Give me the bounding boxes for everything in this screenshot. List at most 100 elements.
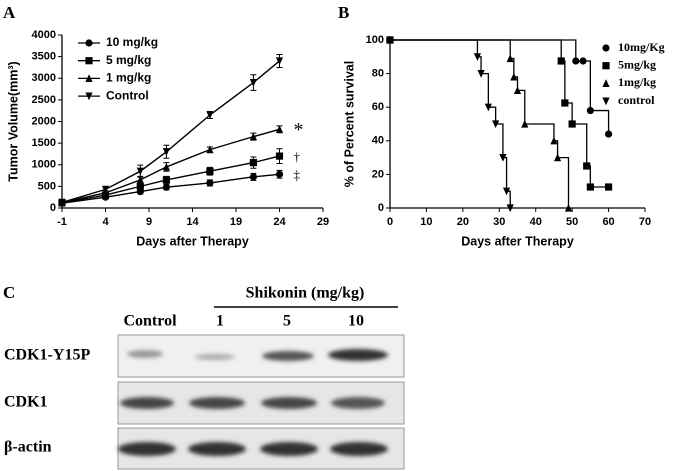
y-tick-label: 4000: [32, 29, 56, 41]
x-tick-label: 10: [420, 216, 432, 228]
y-axis-label: Tumor Volume(mm³): [6, 61, 20, 181]
marker: [602, 44, 610, 52]
marker: [275, 152, 284, 160]
x-tick-label: 4: [102, 216, 109, 228]
x-tick-label: 19: [230, 216, 242, 228]
legend-label: 5 mg/kg: [106, 53, 151, 67]
x-tick-label: 40: [530, 216, 542, 228]
lane-label: Control: [123, 313, 177, 330]
marker: [492, 120, 500, 129]
survival-step: [390, 39, 570, 208]
y-tick-label: 100: [366, 34, 384, 46]
x-tick-label: 14: [186, 216, 199, 228]
marker: [85, 74, 93, 82]
band: [330, 442, 388, 456]
marker: [602, 62, 610, 70]
y-tick-label: 20: [372, 168, 384, 180]
y-tick-label: 3000: [32, 72, 56, 84]
marker: [136, 182, 144, 190]
marker: [249, 158, 257, 167]
marker: [550, 136, 558, 145]
panel-label: A: [3, 3, 16, 22]
x-tick-label: 60: [602, 216, 614, 228]
legend-label: control: [618, 93, 655, 107]
marker: [206, 145, 214, 154]
marker: [85, 57, 93, 65]
marker: [506, 54, 514, 63]
marker: [206, 179, 214, 187]
marker: [275, 57, 284, 66]
row-label: CDK1-Y15P: [4, 347, 90, 364]
marker: [136, 167, 144, 176]
marker: [506, 204, 514, 213]
y-tick-label: 500: [38, 180, 56, 192]
marker: [249, 173, 257, 181]
lane-label: 10: [348, 313, 364, 330]
survival-step: [390, 39, 511, 208]
x-tick-label: 0: [387, 216, 393, 228]
marker: [162, 183, 170, 191]
legend-label: 1 mg/kg: [106, 71, 151, 85]
marker: [602, 79, 610, 87]
marker: [561, 99, 569, 107]
marker: [136, 175, 144, 184]
marker: [162, 176, 170, 184]
marker: [249, 132, 257, 141]
marker: [521, 119, 529, 128]
legend-label: 5mg/kg: [618, 57, 656, 71]
x-tick-label: 50: [566, 216, 578, 228]
y-tick-label: 3500: [32, 51, 56, 63]
x-tick-label: -1: [57, 216, 67, 228]
legend-label: 10mg/Kg: [618, 40, 665, 54]
x-tick-label: 24: [273, 216, 286, 228]
marker: [484, 103, 492, 112]
marker: [553, 153, 562, 162]
marker: [499, 154, 507, 162]
treatment-label: Shikonin (mg/kg): [246, 285, 365, 302]
x-tick-label: 20: [457, 216, 469, 228]
significance-mark: †: [294, 149, 301, 164]
y-tick-label: 60: [372, 101, 384, 113]
marker: [579, 57, 587, 65]
series-line: [61, 128, 280, 204]
marker: [510, 72, 518, 81]
x-axis-label: Days after Therapy: [461, 234, 574, 248]
y-tick-label: 1500: [32, 137, 56, 149]
band: [120, 397, 174, 409]
y-tick-label: 1000: [32, 159, 56, 171]
band: [188, 442, 246, 456]
marker: [568, 120, 576, 128]
x-axis-label: Days after Therapy: [136, 234, 249, 248]
marker: [586, 106, 594, 115]
y-tick-label: 2000: [32, 115, 56, 127]
lane-label: 1: [216, 313, 224, 330]
x-tick-label: 30: [493, 216, 505, 228]
marker: [162, 148, 170, 156]
band: [195, 354, 235, 360]
y-tick-label: 80: [372, 68, 384, 80]
series-line: [61, 60, 280, 204]
marker: [386, 36, 394, 45]
lane-label: 5: [283, 313, 291, 330]
marker: [275, 170, 284, 178]
legend-label: 1mg/kg: [618, 75, 656, 89]
marker: [477, 70, 485, 78]
band: [127, 350, 163, 358]
panel-label: B: [338, 3, 349, 22]
band: [328, 349, 388, 361]
y-tick-label: 0: [378, 202, 384, 214]
marker: [604, 130, 613, 138]
y-tick-label: 40: [372, 135, 384, 147]
marker: [564, 203, 573, 212]
marker: [249, 78, 257, 87]
marker: [101, 185, 110, 194]
marker: [572, 57, 580, 65]
marker: [58, 198, 66, 207]
marker: [502, 187, 511, 196]
y-axis-label: % of Percent survival: [342, 61, 356, 187]
survival-step: [390, 39, 610, 135]
row-label: β-actin: [4, 439, 52, 456]
significance-mark: ‡: [294, 167, 301, 182]
marker: [602, 97, 610, 106]
